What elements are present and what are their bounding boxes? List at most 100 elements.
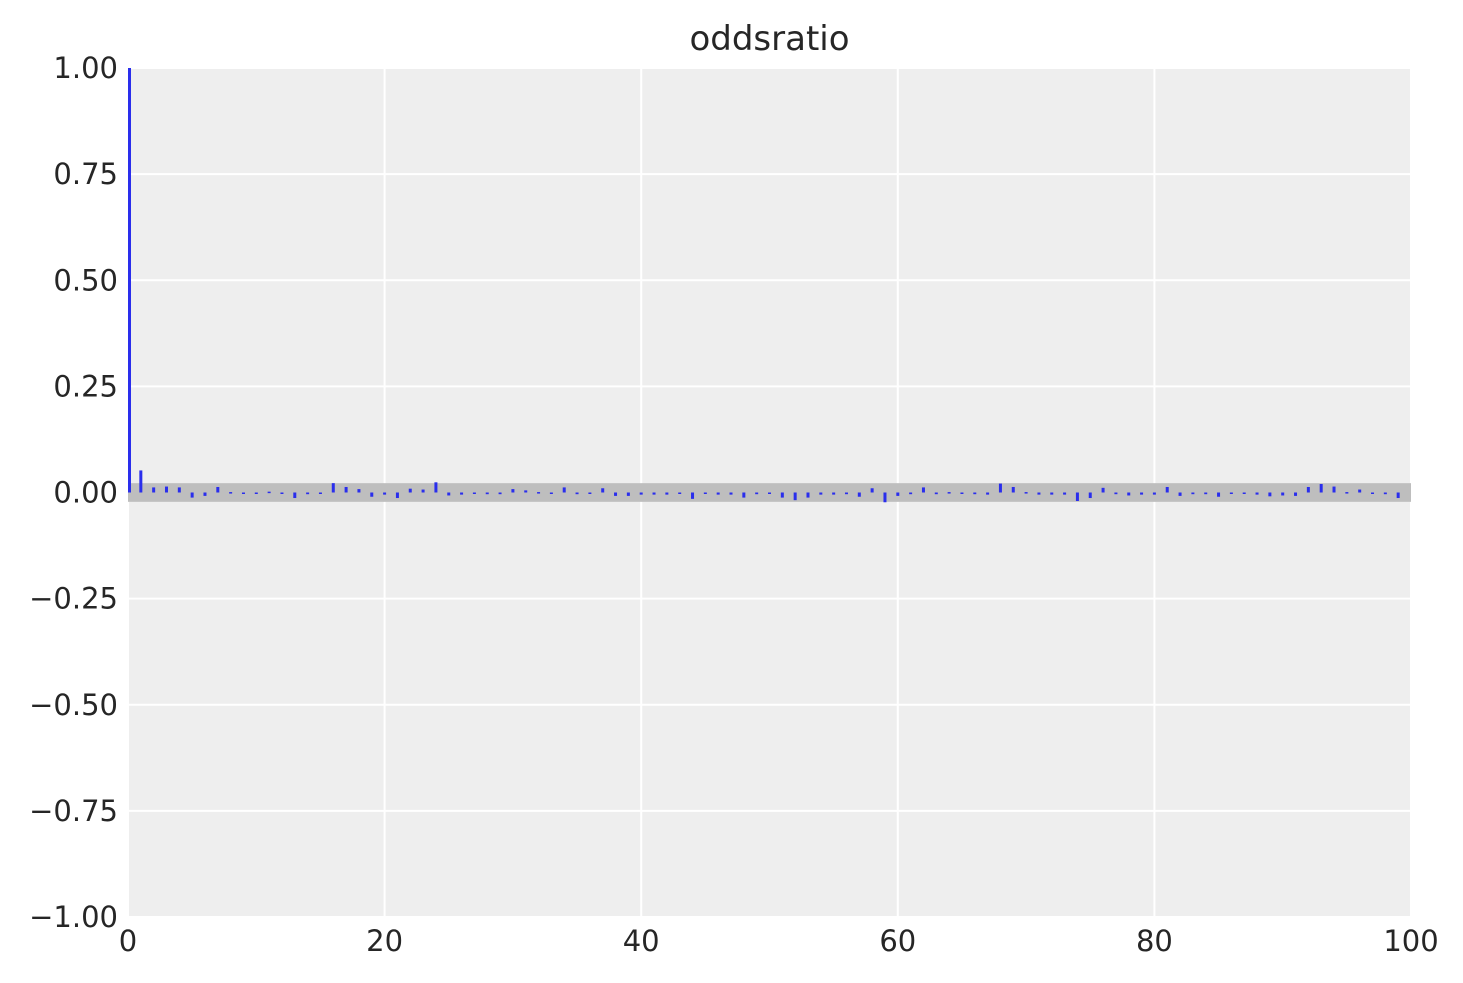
bar [793, 492, 797, 501]
bar [306, 492, 310, 495]
bar [1371, 492, 1375, 494]
y-tick-label: −1.00 [29, 900, 118, 934]
bar [755, 492, 759, 495]
bar [780, 492, 784, 498]
bar [652, 492, 656, 495]
bar [806, 492, 810, 498]
bar [524, 490, 528, 493]
bar [408, 488, 412, 493]
bar [844, 492, 848, 495]
bar [639, 492, 643, 495]
bar [896, 492, 900, 496]
bar [678, 492, 682, 494]
bar [986, 492, 990, 495]
y-tick-label: −0.25 [29, 582, 118, 616]
bar [1165, 486, 1169, 493]
bar [1383, 492, 1387, 495]
bar [1242, 492, 1246, 494]
bar [1229, 492, 1233, 494]
bar [139, 470, 143, 493]
bar [1191, 492, 1195, 495]
bar [318, 492, 322, 494]
bar [177, 487, 181, 493]
x-axis-tick-labels: 0 20 40 60 80 100 [119, 924, 1439, 958]
bar [293, 492, 297, 499]
bar-series [128, 68, 1400, 503]
bar [1268, 492, 1272, 497]
bar [1281, 492, 1285, 496]
x-tick-label: 80 [1136, 924, 1173, 958]
bar [1037, 492, 1041, 495]
bar [588, 492, 592, 494]
bar [331, 483, 335, 493]
bar [357, 489, 361, 493]
bar [1396, 492, 1400, 499]
bar [254, 492, 258, 494]
bar [1319, 484, 1323, 493]
bar [562, 487, 566, 493]
bar [485, 492, 489, 495]
bar [1332, 486, 1336, 493]
bar [1204, 492, 1208, 495]
y-tick-label: 0.25 [53, 369, 118, 403]
bar [1178, 492, 1182, 496]
bar [1024, 492, 1028, 494]
bar [344, 486, 348, 493]
x-tick-label: 40 [623, 924, 660, 958]
bar [1345, 492, 1349, 494]
bar [229, 492, 233, 494]
bar [665, 492, 669, 495]
bar [447, 492, 451, 496]
bar [819, 492, 823, 495]
bar [857, 492, 861, 497]
bar [460, 492, 464, 495]
bar [703, 492, 707, 494]
bar [498, 492, 502, 495]
x-tick-label: 0 [119, 924, 137, 958]
bar [575, 492, 579, 495]
bar [601, 488, 605, 493]
bar [1255, 492, 1259, 495]
bar [1011, 486, 1015, 493]
bar [164, 486, 168, 493]
bar [870, 488, 874, 493]
x-tick-label: 20 [366, 924, 403, 958]
bar [947, 492, 951, 494]
bar [729, 492, 733, 495]
bar [511, 489, 515, 493]
bar [1050, 492, 1054, 495]
bar [421, 489, 425, 493]
bar [1101, 487, 1105, 493]
bar [691, 492, 695, 499]
bar [1114, 492, 1118, 495]
bar [1152, 492, 1156, 495]
chart-title: oddsratio [689, 19, 849, 59]
y-tick-label: 0.75 [53, 157, 118, 191]
bar [1075, 492, 1079, 501]
bar [960, 492, 964, 494]
bar [973, 492, 977, 495]
bar [998, 483, 1002, 493]
bar [128, 68, 131, 493]
y-tick-label: −0.50 [29, 688, 118, 722]
bar [395, 492, 399, 499]
bar [383, 492, 387, 495]
y-tick-label: 0.00 [53, 476, 118, 510]
x-tick-label: 60 [879, 924, 916, 958]
bar [370, 492, 374, 497]
bar [280, 492, 284, 494]
bar [434, 482, 438, 493]
bar [241, 492, 245, 494]
y-tick-label: −0.75 [29, 794, 118, 828]
bar [1306, 486, 1310, 493]
bar [742, 492, 746, 498]
bar [1063, 492, 1067, 495]
bar [190, 492, 194, 498]
y-tick-label: 1.00 [53, 51, 118, 85]
x-tick-label: 100 [1383, 924, 1438, 958]
bar [883, 492, 887, 503]
bar [537, 492, 541, 494]
bar [626, 492, 630, 496]
bar [1127, 492, 1131, 496]
